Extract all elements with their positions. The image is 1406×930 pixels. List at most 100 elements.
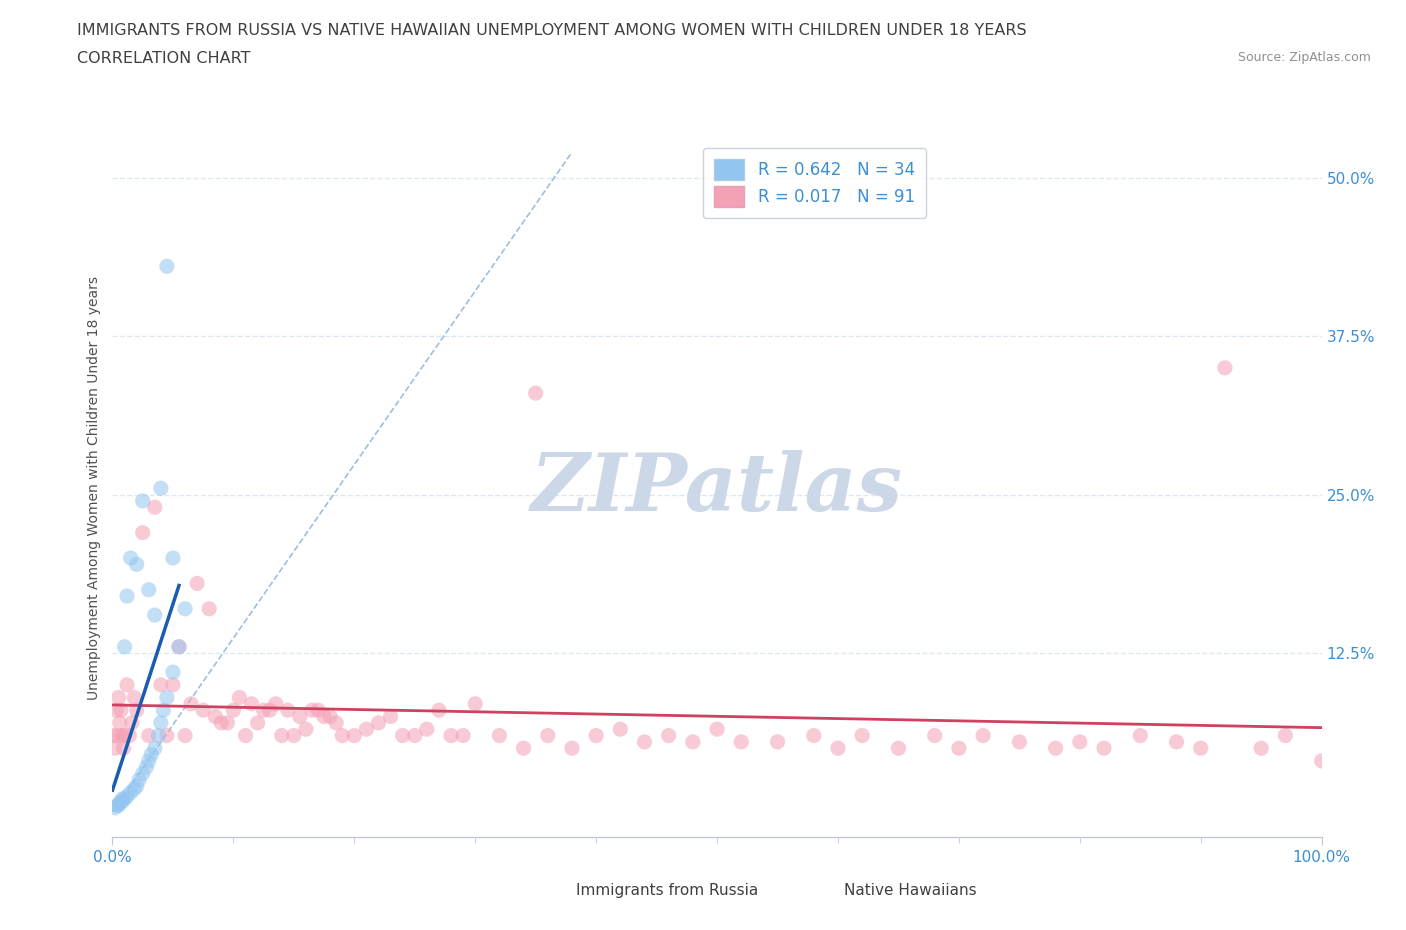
Point — [186, 576, 208, 591]
Point — [633, 735, 655, 750]
Point — [122, 781, 145, 796]
Point — [111, 794, 134, 809]
Point — [283, 728, 305, 743]
Point — [108, 715, 131, 730]
Point — [104, 801, 127, 816]
Point — [730, 735, 752, 750]
Point — [228, 690, 250, 705]
Point — [851, 728, 873, 743]
Point — [259, 703, 281, 718]
Point — [295, 722, 318, 737]
Point — [125, 778, 148, 793]
Point — [105, 728, 128, 743]
Point — [1310, 753, 1333, 768]
Point — [512, 741, 534, 756]
Point — [191, 703, 214, 718]
Point — [264, 697, 287, 711]
Point — [827, 741, 849, 756]
Point — [766, 735, 789, 750]
Point — [115, 677, 138, 692]
Point — [125, 703, 148, 718]
Y-axis label: Unemployment Among Women with Children Under 18 years: Unemployment Among Women with Children U… — [87, 276, 101, 700]
Point — [125, 557, 148, 572]
Point — [107, 690, 129, 705]
Point — [416, 722, 439, 737]
Point — [121, 715, 143, 730]
Point — [138, 582, 160, 597]
Point — [135, 760, 157, 775]
Point — [307, 703, 329, 718]
Point — [149, 481, 172, 496]
Point — [561, 741, 583, 756]
Point — [115, 589, 138, 604]
Point — [112, 741, 135, 756]
Point — [609, 722, 631, 737]
Point — [440, 728, 463, 743]
Point — [122, 690, 145, 705]
Point — [148, 728, 170, 743]
Point — [115, 789, 138, 804]
Point — [162, 677, 184, 692]
Point — [167, 639, 190, 654]
Point — [288, 709, 311, 724]
Point — [180, 697, 202, 711]
Point — [120, 551, 142, 565]
Point — [1069, 735, 1091, 750]
Point — [114, 728, 136, 743]
Point — [464, 697, 486, 711]
Point — [162, 665, 184, 680]
Point — [114, 791, 136, 806]
Point — [1092, 741, 1115, 756]
Point — [1213, 360, 1236, 375]
Point — [246, 715, 269, 730]
Point — [114, 639, 136, 654]
Point — [488, 728, 510, 743]
Point — [803, 728, 825, 743]
Point — [427, 703, 450, 718]
Point — [451, 728, 474, 743]
Point — [1166, 735, 1188, 750]
Text: Immigrants from Russia: Immigrants from Russia — [576, 884, 759, 898]
Point — [277, 703, 299, 718]
Text: IMMIGRANTS FROM RUSSIA VS NATIVE HAWAIIAN UNEMPLOYMENT AMONG WOMEN WITH CHILDREN: IMMIGRANTS FROM RUSSIA VS NATIVE HAWAIIA… — [77, 23, 1026, 38]
Point — [156, 728, 179, 743]
Point — [325, 715, 347, 730]
Point — [132, 494, 155, 509]
Point — [174, 728, 197, 743]
Point — [141, 747, 163, 762]
Point — [167, 639, 190, 654]
Point — [149, 715, 172, 730]
Point — [1045, 741, 1067, 756]
Point — [103, 728, 125, 743]
Point — [682, 735, 704, 750]
Point — [1250, 741, 1272, 756]
Point — [174, 602, 197, 617]
Point — [240, 697, 263, 711]
Point — [111, 791, 134, 806]
Point — [152, 703, 174, 718]
Point — [111, 728, 134, 743]
Point — [537, 728, 560, 743]
Point — [253, 703, 276, 718]
Point — [128, 773, 150, 788]
Point — [105, 703, 128, 718]
Point — [235, 728, 257, 743]
Legend: R = 0.642   N = 34, R = 0.017   N = 91: R = 0.642 N = 34, R = 0.017 N = 91 — [703, 148, 927, 219]
Point — [367, 715, 389, 730]
Point — [524, 386, 547, 401]
Point — [132, 766, 155, 781]
Point — [301, 703, 323, 718]
Point — [149, 677, 172, 692]
Text: CORRELATION CHART: CORRELATION CHART — [77, 51, 250, 66]
Point — [120, 785, 142, 800]
Point — [1274, 728, 1296, 743]
Point — [391, 728, 413, 743]
Point — [105, 798, 128, 813]
Point — [132, 525, 155, 540]
Point — [110, 703, 132, 718]
Point — [108, 795, 131, 810]
Text: ZIPatlas: ZIPatlas — [531, 449, 903, 527]
Point — [222, 703, 245, 718]
Point — [198, 602, 221, 617]
Point — [156, 259, 179, 273]
